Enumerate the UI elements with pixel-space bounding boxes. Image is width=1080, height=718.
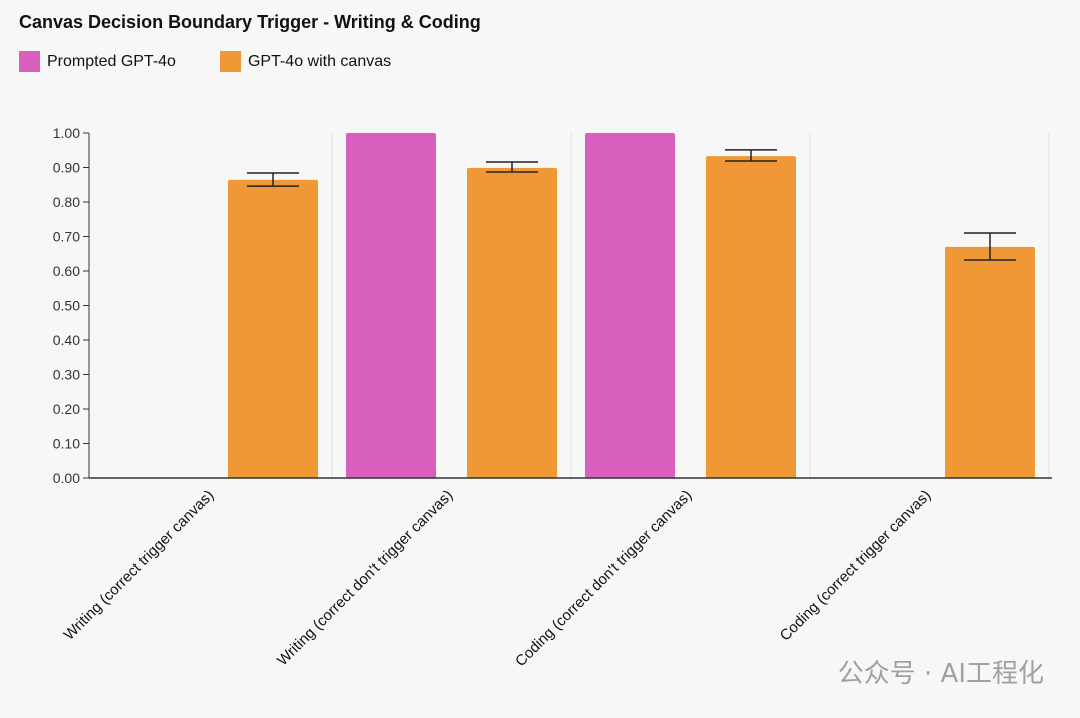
- legend: Prompted GPT-4o GPT-4o with canvas: [19, 51, 391, 72]
- y-tick-label: 0.40: [53, 332, 80, 348]
- y-tick-label: 0.30: [53, 367, 80, 383]
- watermark: 公众号 · AI工程化: [837, 659, 1044, 689]
- y-tick-label: 0.60: [53, 263, 80, 279]
- legend-swatch-canvas: [219, 51, 241, 72]
- bar-prompted: [585, 133, 675, 478]
- bar-canvas: [467, 167, 557, 478]
- y-tick-label: 0.90: [53, 160, 80, 176]
- legend-swatch-prompted: [19, 51, 40, 72]
- y-tick-label: 0.80: [53, 194, 80, 210]
- legend-label-prompted: Prompted GPT-4o: [47, 52, 176, 70]
- bar-canvas: [228, 179, 318, 479]
- bar-canvas: [945, 246, 1035, 478]
- x-tick-label: Writing (correct don't trigger canvas): [274, 487, 456, 669]
- x-tick-label: Coding (correct trigger canvas): [777, 487, 935, 645]
- x-tick-label: Writing (correct trigger canvas): [61, 487, 218, 644]
- bar-prompted: [346, 133, 436, 478]
- legend-label-canvas: GPT-4o with canvas: [247, 52, 392, 70]
- y-tick-label: 0.50: [53, 298, 80, 314]
- y-tick-label: 1.00: [53, 125, 80, 141]
- x-tick-label: Coding (correct don't trigger canvas): [512, 487, 695, 670]
- legend-item-canvas: GPT-4o with canvas: [219, 51, 392, 72]
- y-tick-label: 0.00: [53, 470, 80, 486]
- y-tick-label: 0.10: [53, 436, 80, 452]
- y-tick-label: 0.20: [53, 401, 80, 417]
- y-tick-label: 0.70: [53, 229, 80, 245]
- chart-title: Canvas Decision Boundary Trigger - Writi…: [19, 12, 481, 32]
- bar-canvas: [706, 156, 796, 479]
- legend-item-prompted: Prompted GPT-4o: [19, 51, 176, 72]
